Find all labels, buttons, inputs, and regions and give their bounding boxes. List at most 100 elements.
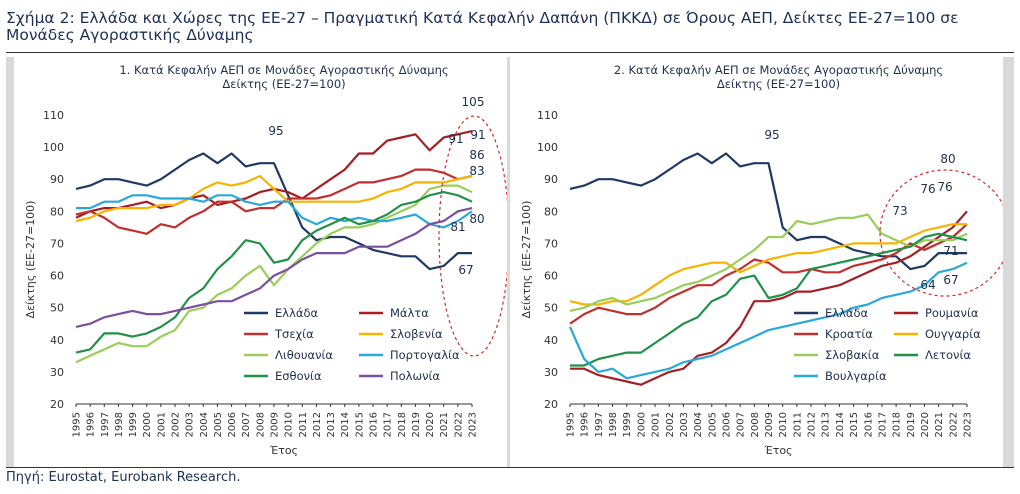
x-tick-label: 1997 [594, 412, 605, 437]
x-tick-label: 1999 [128, 412, 139, 437]
value-annotation: 80 [469, 212, 484, 226]
y-axis-label: Δείκτης (ΕΕ-27=100) [520, 201, 533, 319]
series-line-Σλοβενία [75, 174, 473, 223]
x-tick-label: 2001 [651, 412, 662, 437]
x-tick-label: 2002 [171, 412, 182, 437]
value-annotation: 76 [937, 180, 952, 194]
x-tick-label: 2023 [468, 412, 479, 437]
series-line-Πορτογαλία [76, 194, 473, 229]
legend-label-Ελλάδα: Ελλάδα [825, 306, 868, 320]
x-tick-label: 2021 [934, 412, 945, 437]
x-tick-label: 2017 [877, 412, 888, 437]
value-annotation: 91 [448, 132, 463, 146]
x-tick-label: 2021 [439, 412, 450, 437]
y-tick-label: 100 [537, 141, 558, 154]
value-annotation: 71 [943, 244, 958, 258]
x-tick-label: 2005 [707, 412, 718, 437]
value-annotation: 67 [943, 273, 958, 287]
x-tick-label: 2017 [383, 412, 394, 437]
x-axis-label: Έτος [269, 444, 298, 457]
x-tick-label: 2016 [863, 412, 874, 437]
y-tick-label: 60 [544, 270, 558, 283]
y-tick-label: 30 [544, 366, 558, 379]
series-line-Λιθουανία [75, 184, 473, 364]
x-tick-label: 2008 [255, 412, 266, 437]
x-tick-label: 2022 [948, 412, 959, 437]
chart-1-svg: 1. Κατά Κεφαλήν ΑΕΠ σε Μονάδες Αγοραστικ… [24, 63, 507, 457]
legend-label-Πολωνία: Πολωνία [390, 369, 440, 383]
y-tick-label: 90 [544, 173, 558, 186]
x-tick-label: 2005 [213, 412, 224, 437]
y-axis-label: Δείκτης (ΕΕ-27=100) [24, 201, 37, 319]
source-note: Πηγή: Eurostat, Eurobank Research. [6, 470, 241, 485]
value-annotation: 76 [920, 182, 935, 196]
y-tick-label: 70 [50, 237, 64, 250]
legend-label-Κροατία: Κροατία [825, 327, 873, 341]
x-tick-label: 2019 [906, 412, 917, 437]
x-tick-label: 2009 [764, 412, 775, 437]
y-tick-label: 50 [544, 302, 558, 315]
x-tick-label: 2016 [369, 412, 380, 437]
x-tick-label: 2002 [665, 412, 676, 437]
y-tick-label: 40 [544, 334, 558, 347]
chart-panel-2: 2. Κατά Κεφαλήν ΑΕΠ σε Μονάδες Αγοραστικ… [510, 57, 1003, 468]
x-tick-label: 2011 [792, 412, 803, 437]
x-tick-label: 2013 [821, 412, 832, 437]
series-line-Ρουμανία [570, 210, 968, 386]
x-tick-label: 1996 [580, 412, 591, 437]
y-tick-label: 100 [43, 141, 64, 154]
x-tick-label: 2022 [453, 412, 464, 437]
series-line-Εσθονία [75, 191, 473, 354]
series-line-Ελλάδα [75, 152, 472, 271]
y-tick-label: 80 [50, 205, 64, 218]
title-rule [6, 52, 1014, 53]
x-tick-label: 2020 [920, 412, 931, 437]
chart-1-title: 1. Κατά Κεφαλήν ΑΕΠ σε Μονάδες Αγοραστικ… [119, 63, 448, 77]
x-tick-label: 2006 [227, 412, 238, 437]
x-tick-label: 2004 [693, 412, 704, 437]
x-tick-label: 2007 [736, 412, 747, 437]
x-tick-label: 2004 [199, 412, 210, 437]
x-tick-label: 2008 [750, 412, 761, 437]
x-tick-label: 2010 [284, 412, 295, 437]
value-annotation: 95 [764, 128, 779, 142]
x-tick-label: 2018 [892, 412, 903, 437]
x-tick-label: 1996 [86, 412, 97, 437]
y-tick-label: 70 [544, 237, 558, 250]
series-line-Λετονία [570, 232, 968, 367]
legend-label-Βουλγαρία: Βουλγαρία [825, 369, 887, 383]
value-annotation: 80 [940, 152, 955, 166]
x-tick-label: 2020 [425, 412, 436, 437]
y-tick-label: 110 [43, 109, 64, 122]
x-tick-label: 1999 [622, 412, 633, 437]
y-tick-label: 40 [50, 334, 64, 347]
x-tick-label: 2015 [849, 412, 860, 437]
x-tick-label: 2019 [411, 412, 422, 437]
legend-label-Μάλτα: Μάλτα [390, 306, 429, 320]
x-axis-label: Έτος [763, 444, 792, 457]
source-rule [6, 467, 1014, 468]
x-tick-label: 2000 [142, 412, 153, 437]
legend-label-Σλοβενία: Σλοβενία [390, 327, 443, 341]
chart-2-svg: 2. Κατά Κεφαλήν ΑΕΠ σε Μονάδες Αγοραστικ… [520, 63, 1003, 457]
value-annotation: 83 [469, 164, 484, 178]
x-tick-label: 2010 [778, 412, 789, 437]
x-tick-label: 2012 [807, 412, 818, 437]
chart-2-title: 2. Κατά Κεφαλήν ΑΕΠ σε Μονάδες Αγοραστικ… [614, 63, 943, 77]
x-tick-label: 2000 [636, 412, 647, 437]
x-tick-label: 2023 [963, 412, 974, 437]
legend-label-Πορτογαλία: Πορτογαλία [390, 348, 460, 362]
y-tick-label: 20 [50, 398, 64, 411]
legend-label-Εσθονία: Εσθονία [275, 369, 322, 383]
x-tick-label: 1998 [608, 412, 619, 437]
value-annotation: 73 [892, 204, 907, 218]
x-tick-label: 2018 [397, 412, 408, 437]
series-line-Τσεχία [75, 168, 473, 235]
value-annotation: 86 [469, 148, 484, 162]
chart-panel-1: 1. Κατά Κεφαλήν ΑΕΠ σε Μονάδες Αγοραστικ… [14, 57, 507, 468]
legend-label-Σλοβακία: Σλοβακία [825, 348, 880, 362]
series-line-Σλοβακία [569, 213, 968, 312]
x-tick-label: 1995 [566, 412, 577, 437]
value-annotation: 67 [458, 263, 473, 277]
y-tick-label: 110 [537, 109, 558, 122]
